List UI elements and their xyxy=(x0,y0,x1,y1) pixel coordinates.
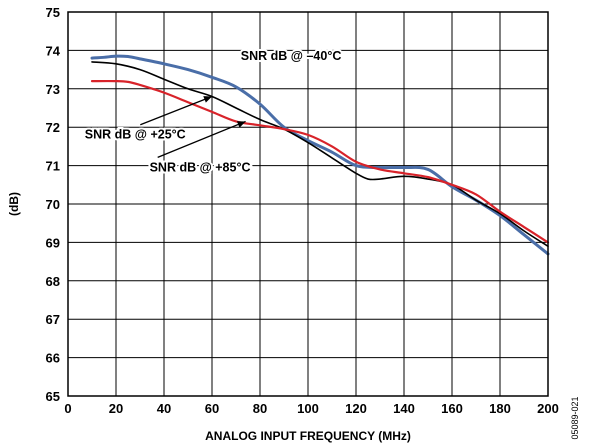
annotation-arrowhead xyxy=(236,121,246,128)
y-tick-labels: 65 66 67 68 69 70 71 72 73 74 75 xyxy=(46,5,61,404)
x-tick-label: 100 xyxy=(297,401,319,416)
y-tick-label: 69 xyxy=(46,235,60,250)
x-tick-label: 120 xyxy=(345,401,367,416)
x-axis-label: ANALOG INPUT FREQUENCY (MHz) xyxy=(205,429,411,443)
series-lines xyxy=(90,54,550,256)
x-tick-label: 140 xyxy=(393,401,415,416)
x-tick-label: 80 xyxy=(253,401,267,416)
y-tick-label: 73 xyxy=(46,82,60,97)
y-tick-label: 70 xyxy=(46,197,60,212)
annotation-arrow xyxy=(140,95,213,126)
y-tick-label: 72 xyxy=(46,120,60,135)
y-tick-label: 67 xyxy=(46,312,60,327)
x-tick-labels: 0 20 40 60 80 100 120 140 160 180 200 xyxy=(64,401,558,416)
y-tick-label: 71 xyxy=(46,159,60,174)
x-tick-label: 20 xyxy=(109,401,123,416)
y-tick-label: 75 xyxy=(46,5,60,20)
x-tick-label: 0 xyxy=(64,401,71,416)
plot-frame xyxy=(67,11,549,397)
x-tick-label: 40 xyxy=(157,401,171,416)
x-tick-label: 160 xyxy=(441,401,463,416)
y-tick-label: 74 xyxy=(46,43,61,58)
annotation-label: SNR dB @ –40°C xyxy=(241,49,342,63)
x-tick-label: 200 xyxy=(537,401,559,416)
y-tick-label: 66 xyxy=(46,351,60,366)
y-tick-label: 65 xyxy=(46,389,60,404)
annotations: SNR dB @ –40°C SNR dB @ +25°C SNR dB @ +85… xyxy=(83,47,344,176)
x-tick-label: 180 xyxy=(489,401,511,416)
series-line-plus25c xyxy=(91,61,549,248)
x-tick-label: 60 xyxy=(205,401,219,416)
annotation-arrow xyxy=(157,120,246,158)
y-tick-label: 68 xyxy=(46,274,60,289)
series-line-plus85c xyxy=(90,79,550,244)
annotation-arrowhead xyxy=(203,96,212,103)
figure-id: 05089-021 xyxy=(570,396,580,439)
annotation-label: SNR dB @ +25°C xyxy=(85,128,186,142)
y-axis-label: (dB) xyxy=(7,192,21,216)
series-line-minus40c xyxy=(90,54,550,256)
annotation-label: SNR dB @ +85°C xyxy=(150,160,251,174)
